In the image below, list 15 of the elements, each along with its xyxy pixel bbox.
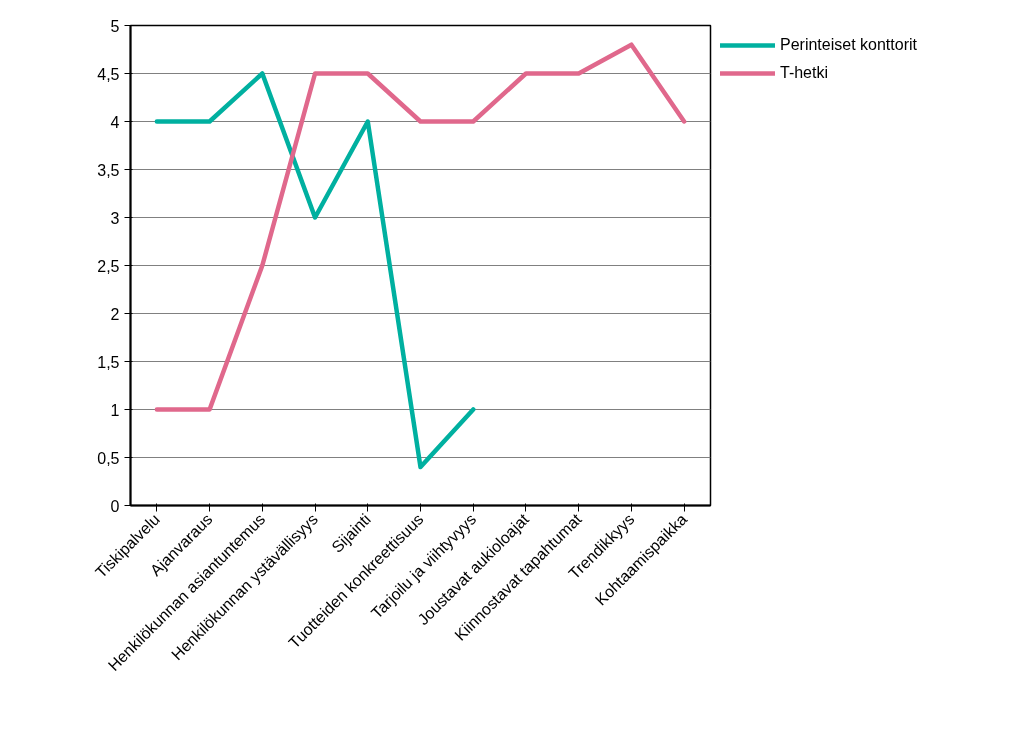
y-tick-label: 3 [110, 209, 120, 227]
y-tick-label: 0,5 [97, 449, 120, 467]
y-tick-label: 4,5 [97, 65, 120, 83]
line-series [154, 71, 476, 470]
y-tick-label: 1,5 [97, 353, 120, 371]
y-tick-label: 3,5 [97, 161, 120, 179]
line-series [154, 42, 687, 412]
legend-label: T-hetki [780, 64, 829, 82]
legend-label: Perinteiset konttorit [780, 36, 917, 54]
y-tick-label: 0 [110, 497, 120, 515]
y-tick-label: 5 [110, 17, 120, 35]
y-tick-label: 4 [110, 113, 120, 131]
y-tick-label: 2,5 [97, 257, 120, 275]
y-tick-label: 2 [110, 305, 120, 323]
y-tick-label: 1 [110, 401, 120, 419]
